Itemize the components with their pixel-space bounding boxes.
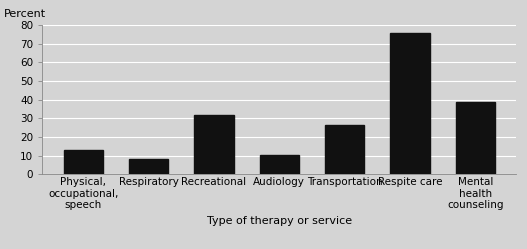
Bar bbox=[456, 102, 495, 174]
Bar bbox=[260, 155, 299, 174]
Bar bbox=[325, 125, 364, 174]
Bar bbox=[64, 150, 103, 174]
Text: Percent: Percent bbox=[4, 9, 46, 19]
Bar bbox=[194, 115, 233, 174]
Bar bbox=[129, 159, 168, 174]
Bar bbox=[391, 33, 430, 174]
X-axis label: Type of therapy or service: Type of therapy or service bbox=[207, 216, 352, 226]
